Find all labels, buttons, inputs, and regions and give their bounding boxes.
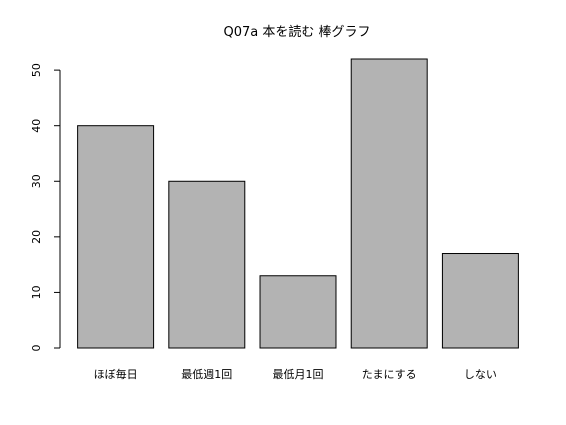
x-category-label: しない xyxy=(464,368,497,381)
y-axis: 0 10 20 30 40 50 xyxy=(30,63,61,352)
x-category-label: 最低週1回 xyxy=(181,368,232,381)
bars-group xyxy=(77,58,519,349)
y-tick-label: 40 xyxy=(30,119,43,133)
x-axis-labels: ほぼ毎日 最低週1回 最低月1回 たまにする しない xyxy=(94,368,497,381)
x-category-label: たまにする xyxy=(362,368,417,381)
y-tick-label: 0 xyxy=(30,345,43,352)
bar xyxy=(259,275,337,349)
x-category-label: 最低月1回 xyxy=(273,368,324,381)
y-tick-label: 20 xyxy=(30,230,43,244)
y-tick-label: 10 xyxy=(30,285,43,299)
chart-title: Q07a 本を読む 棒グラフ xyxy=(223,24,370,40)
y-tick-label: 50 xyxy=(30,63,43,77)
y-tick-label: 30 xyxy=(30,174,43,188)
bar xyxy=(441,253,519,349)
x-category-label: ほぼ毎日 xyxy=(94,368,138,381)
bar xyxy=(168,180,246,349)
bar xyxy=(350,58,428,349)
bar xyxy=(77,125,155,349)
